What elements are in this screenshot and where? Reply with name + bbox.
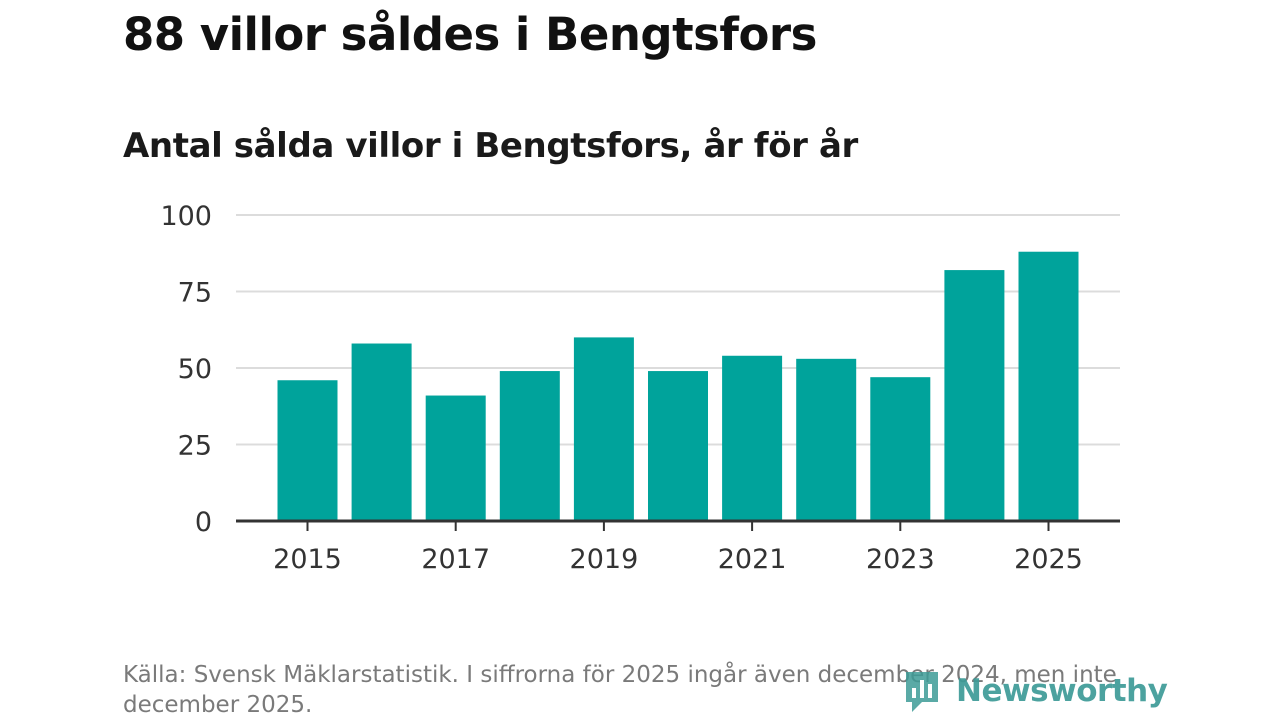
x-tick-label: 2025 — [1014, 544, 1083, 575]
bar — [1018, 251, 1079, 521]
bars — [277, 251, 1079, 521]
brand-logo: Newsworthy — [902, 668, 1168, 714]
y-tick-label: 50 — [178, 354, 212, 385]
y-tick-label: 75 — [178, 278, 212, 309]
source-note: Källa: Svensk Mäklarstatistik. I siffror… — [123, 662, 1117, 718]
bar — [944, 270, 1005, 521]
bar — [722, 355, 783, 521]
axes: 0 25 50 75 100 2015 2017 2019 2021 2023 2025 — [160, 201, 1120, 575]
newsworthy-logo-icon — [906, 672, 938, 712]
x-tick-label: 2023 — [866, 544, 935, 575]
bar — [870, 377, 931, 521]
bar — [648, 371, 708, 521]
y-tick-label: 0 — [195, 507, 212, 538]
headline: 88 villor såldes i Bengtsfors — [123, 8, 817, 61]
x-tick-label: 2019 — [570, 544, 639, 575]
bar-chart: 0 25 50 75 100 2015 2017 2019 2021 2023 2025 — [160, 201, 1120, 575]
bar — [425, 395, 486, 521]
y-tick-label: 25 — [178, 431, 212, 462]
x-tick-label: 2015 — [273, 544, 342, 575]
bar — [499, 371, 560, 521]
x-tick-label: 2021 — [718, 544, 787, 575]
y-tick-label: 100 — [160, 201, 212, 232]
brand-name: Newsworthy — [956, 673, 1168, 709]
bar — [573, 337, 634, 521]
bar — [351, 343, 412, 521]
bar — [277, 380, 338, 521]
x-tick-label: 2017 — [421, 544, 490, 575]
bar — [796, 358, 857, 521]
chart-title: Antal sålda villor i Bengtsfors, år för … — [123, 126, 858, 166]
